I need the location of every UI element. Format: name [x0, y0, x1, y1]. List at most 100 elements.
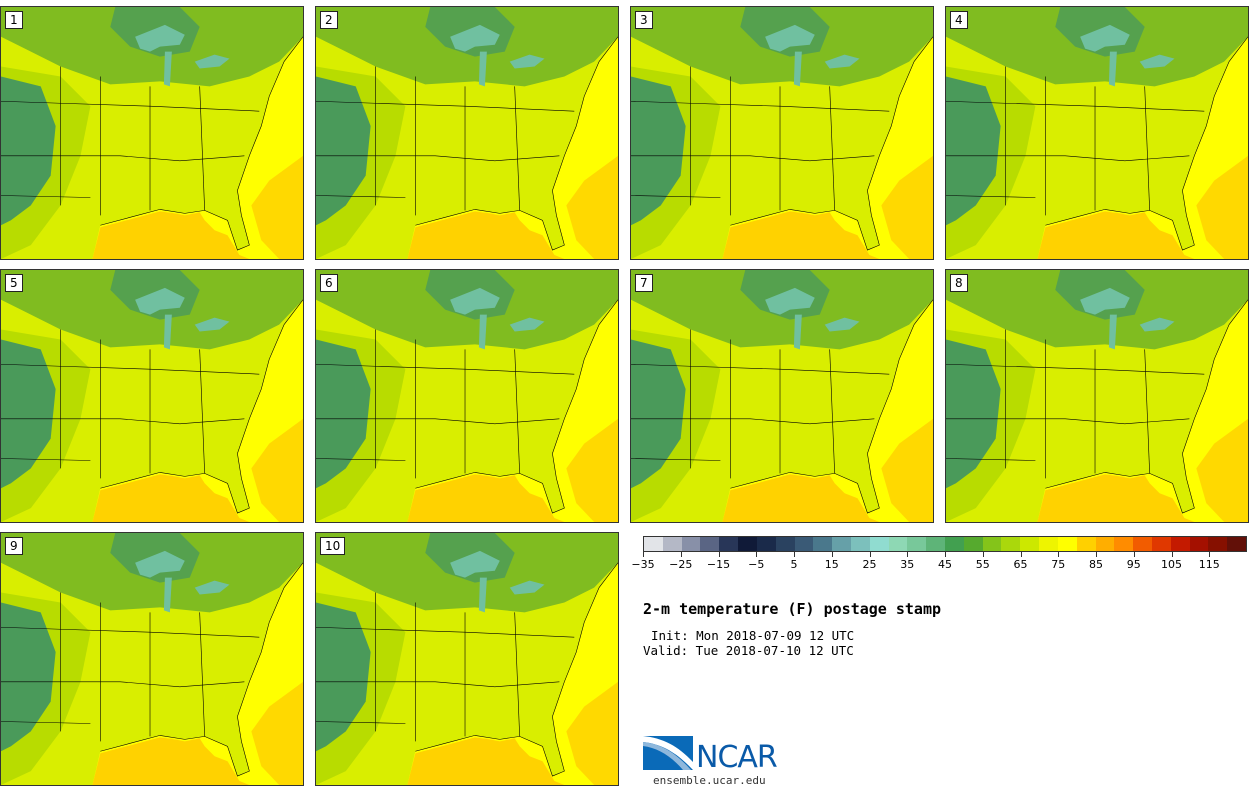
init-time: Init: Mon 2018-07-09 12 UTC	[651, 628, 855, 643]
map-panel-10: 10	[315, 532, 619, 786]
valid-time: Valid: Tue 2018-07-10 12 UTC	[643, 643, 854, 658]
colorbar-segment	[1114, 537, 1134, 551]
colorbar-tick	[1171, 552, 1173, 557]
panel-label: 6	[320, 274, 338, 292]
temperature-colorbar	[643, 536, 1247, 552]
map-panel-2: 2	[315, 6, 619, 260]
colorbar-tick-label: 65	[1013, 558, 1028, 571]
colorbar-segment	[662, 537, 682, 551]
colorbar-segment	[1151, 537, 1171, 551]
colorbar-segment	[738, 537, 757, 551]
colorbar-tick-label: 25	[862, 558, 877, 571]
temperature-map	[316, 7, 618, 259]
temperature-map	[946, 270, 1248, 522]
ncar-logo-icon	[643, 736, 693, 770]
colorbar-tick	[756, 552, 758, 557]
colorbar-tick-label: 115	[1198, 558, 1220, 571]
panel-label: 3	[635, 11, 653, 29]
colorbar-segment	[850, 537, 870, 551]
colorbar-tick-label: 105	[1161, 558, 1182, 571]
colorbar-segment	[945, 537, 964, 551]
logo-text: NCAR	[696, 740, 778, 775]
colorbar-segment	[700, 537, 720, 551]
colorbar-segment	[926, 537, 945, 551]
colorbar-segment	[888, 537, 908, 551]
temperature-map	[1, 270, 303, 522]
colorbar-tick-label: 5	[790, 558, 798, 571]
colorbar-segment	[1170, 537, 1190, 551]
colorbar-tick-label: −35	[631, 558, 655, 571]
colorbar-segment	[1001, 537, 1021, 551]
colorbar-tick-label: 45	[938, 558, 952, 571]
colorbar-segment	[681, 537, 701, 551]
map-panel-3: 3	[630, 6, 934, 260]
colorbar-segment	[719, 537, 739, 551]
colorbar-tick-label: 35	[900, 558, 915, 571]
panel-label: 4	[950, 11, 968, 29]
colorbar-tick	[945, 552, 946, 557]
map-panel-1: 1	[0, 6, 304, 260]
colorbar-segment	[832, 537, 851, 551]
panel-label: 1	[5, 11, 23, 29]
colorbar-tick	[869, 552, 871, 557]
temperature-map	[631, 7, 933, 259]
colorbar-tick-label: 15	[824, 558, 839, 571]
colorbar-tick	[982, 552, 984, 557]
colorbar-tick	[907, 552, 909, 557]
colorbar-tick-label: −15	[706, 558, 731, 571]
temperature-map	[316, 270, 618, 522]
colorbar-tick-label: 75	[1051, 558, 1066, 571]
colorbar-tick	[718, 552, 720, 557]
temperature-map	[1, 533, 303, 785]
temperature-map	[946, 7, 1248, 259]
colorbar-tick	[831, 552, 833, 557]
colorbar-segment	[869, 537, 889, 551]
colorbar-segment	[1095, 537, 1115, 551]
colorbar-tick	[1133, 552, 1135, 557]
colorbar-segment	[1133, 537, 1152, 551]
colorbar-tick	[643, 552, 644, 557]
temperature-map	[316, 533, 618, 785]
map-panel-9: 9	[0, 532, 304, 786]
colorbar-tick	[680, 552, 682, 557]
colorbar-tick-label: 55	[975, 558, 990, 571]
site-url: ensemble.ucar.edu	[653, 774, 766, 787]
colorbar-tick-label: −25	[669, 558, 693, 571]
colorbar-segment	[756, 537, 776, 551]
colorbar-tick	[1020, 552, 1022, 557]
panel-label: 10	[320, 537, 346, 555]
map-panel-8: 8	[945, 269, 1249, 523]
colorbar-segment	[775, 537, 795, 551]
panel-label: 7	[635, 274, 653, 292]
colorbar-segment	[1057, 537, 1077, 551]
colorbar-segment	[1227, 537, 1246, 551]
map-panel-5: 5	[0, 269, 304, 523]
colorbar-tick	[794, 552, 795, 557]
colorbar-ticks: −35 −25 −15 −5 5 15 25 35 45 55 65 75 85 95 105 115	[631, 552, 1247, 576]
colorbar-tick-label: 95	[1126, 558, 1141, 571]
panel-label: 2	[320, 11, 338, 29]
panel-label: 5	[5, 274, 23, 292]
colorbar-tick-label: 85	[1089, 558, 1103, 571]
temperature-map	[1, 7, 303, 259]
colorbar-segment	[1076, 537, 1096, 551]
colorbar-tick	[1058, 552, 1060, 557]
colorbar-segment	[1020, 537, 1040, 551]
colorbar-tick	[1096, 552, 1097, 557]
panel-label: 8	[950, 274, 968, 292]
colorbar-segment	[794, 537, 814, 551]
colorbar-segment	[963, 537, 983, 551]
colorbar-tick-label: −5	[748, 558, 765, 571]
colorbar-tick	[1209, 552, 1211, 557]
colorbar-segment	[1039, 537, 1058, 551]
colorbar-segment	[1208, 537, 1228, 551]
chart-title: 2-m temperature (F) postage stamp	[643, 600, 942, 618]
colorbar-segment	[907, 537, 927, 551]
map-panel-4: 4	[945, 6, 1249, 260]
map-panel-7: 7	[630, 269, 934, 523]
colorbar-segment	[982, 537, 1002, 551]
colorbar-segment	[813, 537, 833, 551]
temperature-map	[631, 270, 933, 522]
colorbar-segment	[1189, 537, 1209, 551]
map-panel-6: 6	[315, 269, 619, 523]
